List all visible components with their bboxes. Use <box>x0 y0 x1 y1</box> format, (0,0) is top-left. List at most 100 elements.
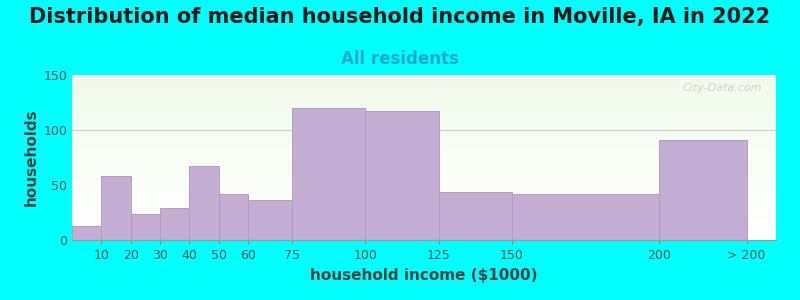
Bar <box>72 75 776 76</box>
Bar <box>72 234 776 235</box>
Bar <box>72 115 776 116</box>
Bar <box>72 218 776 219</box>
Bar <box>366 111 438 240</box>
Bar <box>72 230 776 231</box>
Bar <box>72 121 776 122</box>
Bar <box>72 227 776 228</box>
Bar <box>72 147 776 148</box>
Bar <box>72 100 776 101</box>
Bar <box>72 95 776 96</box>
Bar <box>72 196 776 197</box>
Bar <box>72 194 776 195</box>
Bar <box>658 140 746 240</box>
Bar <box>72 89 776 90</box>
Bar <box>72 144 776 145</box>
Bar <box>72 228 776 229</box>
Bar <box>72 143 776 144</box>
Text: All residents: All residents <box>341 50 459 68</box>
Bar <box>72 169 776 170</box>
Bar <box>72 137 776 138</box>
Bar <box>72 237 776 238</box>
Bar <box>72 85 776 86</box>
Bar <box>72 168 776 169</box>
Bar <box>72 104 776 105</box>
Bar <box>72 76 776 77</box>
Bar <box>72 138 776 139</box>
Bar <box>72 238 776 239</box>
Bar <box>248 200 292 240</box>
Bar <box>72 213 776 214</box>
Bar <box>72 124 776 125</box>
Bar <box>72 212 776 213</box>
Bar <box>72 173 776 174</box>
Bar <box>72 159 776 160</box>
Bar <box>218 194 248 240</box>
Bar <box>72 167 776 168</box>
Bar <box>72 88 776 89</box>
Bar <box>72 166 776 167</box>
Bar <box>72 186 776 187</box>
Bar <box>72 112 776 113</box>
Bar <box>72 149 776 150</box>
Bar <box>72 229 776 230</box>
Bar <box>72 193 776 194</box>
Bar <box>72 83 776 84</box>
Bar <box>72 220 776 221</box>
Bar <box>72 171 776 172</box>
Bar <box>72 209 776 210</box>
Bar <box>72 184 776 185</box>
Bar <box>72 191 776 192</box>
Bar <box>72 80 776 81</box>
Bar <box>72 185 776 186</box>
Bar <box>72 202 776 203</box>
Bar <box>72 161 776 162</box>
Bar <box>72 177 776 178</box>
Bar <box>72 197 776 198</box>
Bar <box>72 211 776 212</box>
Bar <box>72 195 776 196</box>
Bar <box>72 130 776 131</box>
Bar <box>72 206 776 207</box>
Bar <box>72 86 776 87</box>
Bar <box>72 140 776 141</box>
Bar <box>72 181 776 182</box>
Bar <box>72 225 776 226</box>
X-axis label: household income ($1000): household income ($1000) <box>310 268 538 283</box>
Bar <box>72 180 776 181</box>
Bar <box>72 102 776 103</box>
Bar <box>72 93 776 94</box>
Bar <box>72 152 776 153</box>
Bar <box>72 232 776 233</box>
Bar <box>72 158 776 159</box>
Bar <box>72 153 776 154</box>
Bar <box>72 146 776 147</box>
Bar <box>72 98 776 99</box>
Bar <box>72 226 776 227</box>
Bar <box>72 91 776 92</box>
Bar <box>72 141 776 142</box>
Bar <box>512 194 658 240</box>
Bar <box>72 187 776 188</box>
Bar <box>72 82 776 83</box>
Bar <box>72 120 776 121</box>
Bar <box>72 156 776 157</box>
Bar <box>72 79 776 80</box>
Bar <box>72 114 776 115</box>
Bar <box>72 150 776 151</box>
Bar <box>72 205 776 206</box>
Bar <box>72 126 776 127</box>
Bar <box>72 117 776 118</box>
Bar <box>72 113 776 114</box>
Bar <box>72 164 776 165</box>
Bar <box>72 217 776 218</box>
Bar <box>72 189 776 190</box>
Bar <box>72 207 776 208</box>
Bar <box>292 108 366 240</box>
Bar <box>72 103 776 104</box>
Bar <box>72 111 776 112</box>
Bar <box>72 235 776 236</box>
Bar <box>72 204 776 205</box>
Bar <box>72 135 776 136</box>
Text: Distribution of median household income in Moville, IA in 2022: Distribution of median household income … <box>30 8 770 28</box>
Bar <box>72 148 776 149</box>
